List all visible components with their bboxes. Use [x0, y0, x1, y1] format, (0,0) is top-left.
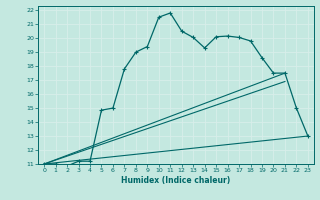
X-axis label: Humidex (Indice chaleur): Humidex (Indice chaleur)	[121, 176, 231, 185]
